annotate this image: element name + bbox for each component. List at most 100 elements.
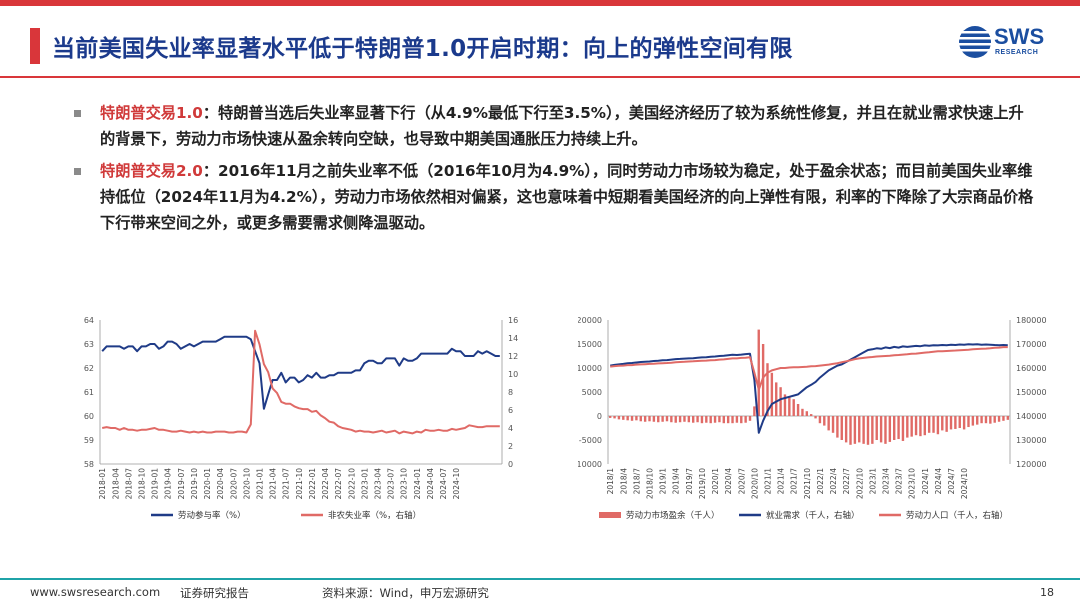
bar-mark <box>840 416 843 440</box>
bar-mark <box>643 416 647 422</box>
x-tick-label: 2018-10 <box>138 468 147 500</box>
x-tick-label: 2019-10 <box>190 468 199 500</box>
y2-tick-label: 120000 <box>1016 460 1047 469</box>
x-tick-label: 2024-04 <box>426 468 435 500</box>
bar-mark <box>670 416 673 423</box>
bar-mark <box>888 416 892 442</box>
bar-mark <box>884 416 887 444</box>
bullet-list: 特朗普交易1.0：特朗普当选后失业率显著下行（从4.9%最低下行至3.5%），美… <box>74 100 1034 242</box>
y-tick-label: 5000 <box>582 388 602 397</box>
bar-mark <box>1006 416 1010 420</box>
x-tick-label: 2021/4 <box>777 468 786 495</box>
bar-mark <box>879 416 883 443</box>
bar-mark <box>622 416 625 420</box>
y2-tick-label: 170000 <box>1016 340 1047 349</box>
bar-mark <box>945 416 948 432</box>
y2-tick-label: 8 <box>508 388 513 397</box>
y-tick-label: 58 <box>84 460 94 469</box>
x-tick-label: 2023-07 <box>387 468 396 500</box>
bar-mark <box>753 406 756 416</box>
bar-mark <box>744 416 747 423</box>
bar-mark <box>657 416 660 423</box>
x-tick-label: 2020-07 <box>229 468 238 500</box>
logo-subtitle: RESEARCH <box>995 49 1039 56</box>
bar-mark <box>967 416 970 428</box>
bar-mark <box>993 416 996 423</box>
legend-label: 劳动力市场盈余（千人） <box>626 510 720 521</box>
bar-mark <box>718 416 721 423</box>
x-tick-label: 2023/1 <box>868 468 877 495</box>
x-tick-label: 2020-04 <box>216 468 225 500</box>
y-tick-label: -10000 <box>578 460 602 469</box>
legend-label: 劳动参与率（%） <box>178 510 246 521</box>
x-tick-label: 2018/4 <box>619 468 628 495</box>
bar-mark <box>687 416 691 423</box>
x-tick-label: 2020/1 <box>711 468 720 495</box>
bar-mark <box>844 416 848 443</box>
x-tick-label: 2024-01 <box>413 468 422 500</box>
title-accent-block <box>30 28 40 64</box>
x-tick-label: 2024/10 <box>960 468 969 499</box>
bar-mark <box>941 416 944 431</box>
footer-report-type: 证券研究报告 <box>180 586 249 600</box>
x-tick-label: 2021-01 <box>255 468 264 500</box>
y-tick-label: 62 <box>84 364 94 373</box>
bullet-square-icon <box>74 168 81 175</box>
page-title: 当前美国失业率显著水平低于特朗普1.0开启时期：向上的弹性空间有限 <box>52 36 793 62</box>
x-tick-label: 2020/4 <box>724 468 733 495</box>
bar-mark <box>954 416 957 429</box>
bullet-lead: 特朗普交易1.0 <box>100 104 203 122</box>
sws-globe-icon <box>959 26 991 58</box>
bar-mark <box>792 399 795 416</box>
y2-tick-label: 2 <box>508 442 513 451</box>
y-tick-label: 0 <box>597 412 602 421</box>
x-tick-label: 2022-07 <box>334 468 343 500</box>
y-tick-label: -5000 <box>579 436 602 445</box>
bullet-text: ：特朗普当选后失业率显著下行（从4.9%最低下行至3.5%），美国经济经历了较为… <box>100 104 1024 148</box>
bar-mark <box>831 416 835 433</box>
bar-mark <box>726 416 730 424</box>
bar-mark <box>836 416 839 438</box>
title-divider <box>0 76 1080 78</box>
bar-mark <box>705 416 708 423</box>
y-tick-label: 63 <box>84 340 94 349</box>
bar-mark <box>809 414 813 416</box>
bar-mark <box>853 416 857 444</box>
x-tick-label: 2023/7 <box>895 468 904 495</box>
x-tick-label: 2022/1 <box>816 468 825 495</box>
y2-tick-label: 16 <box>508 316 518 325</box>
x-tick-label: 2022/7 <box>842 468 851 495</box>
x-tick-label: 2020-01 <box>203 468 212 500</box>
bar-mark <box>989 416 992 424</box>
bar-mark <box>678 416 682 423</box>
x-tick-label: 2018-04 <box>111 468 120 500</box>
x-tick-label: 2019/1 <box>659 468 668 495</box>
x-tick-label: 2019/4 <box>672 468 681 495</box>
x-tick-label: 2022-01 <box>308 468 317 500</box>
x-tick-label: 2021/7 <box>790 468 799 495</box>
legend-swatch <box>599 512 621 518</box>
bar-mark <box>617 416 621 420</box>
bar-mark <box>901 416 905 441</box>
bar-mark <box>910 416 913 437</box>
bar-mark <box>923 416 926 436</box>
bar-mark <box>731 416 734 424</box>
x-tick-label: 2019/7 <box>685 468 694 495</box>
top-accent-bar <box>0 0 1080 6</box>
bar-mark <box>783 394 787 416</box>
bar-mark <box>722 416 725 424</box>
footer-website[interactable]: www.swsresearch.com <box>30 585 161 599</box>
y2-tick-label: 6 <box>508 406 513 415</box>
y2-tick-label: 14 <box>508 334 518 343</box>
bar-mark <box>674 416 677 423</box>
y-tick-label: 61 <box>84 388 94 397</box>
legend-label: 非农失业率（%，右轴） <box>328 510 421 521</box>
x-tick-label: 2024/4 <box>934 468 943 495</box>
bar-mark <box>949 416 953 430</box>
bar-mark <box>927 416 931 433</box>
x-tick-label: 2023/10 <box>908 468 917 499</box>
bullet-lead: 特朗普交易2.0 <box>100 162 203 180</box>
y2-tick-label: 0 <box>508 460 513 469</box>
x-tick-label: 2019/10 <box>698 468 707 499</box>
x-tick-label: 2021/10 <box>803 468 812 499</box>
